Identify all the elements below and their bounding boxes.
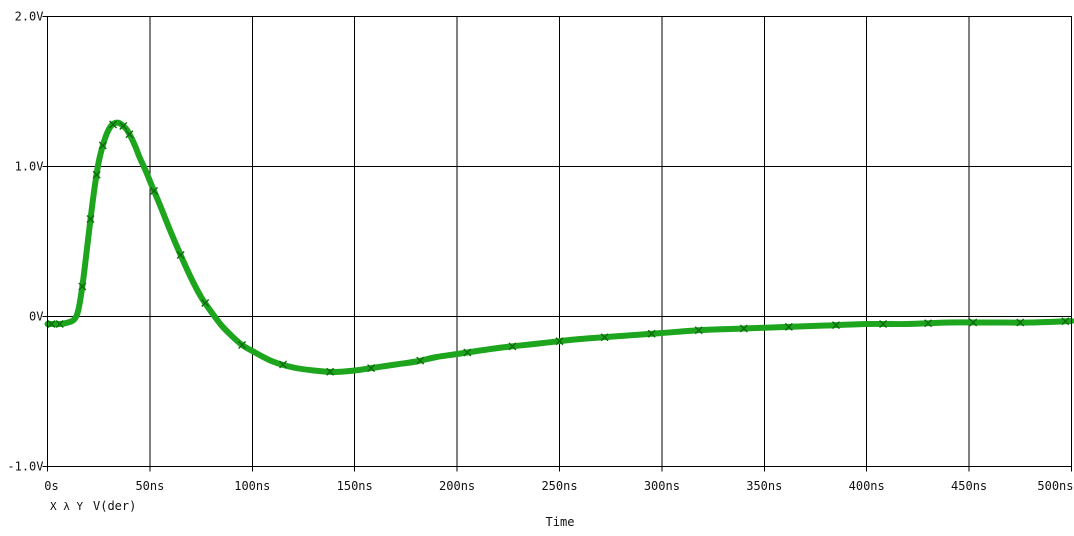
marker-stroke-b	[92, 170, 101, 179]
series-layer	[44, 119, 1074, 376]
series-marker-18	[508, 342, 517, 351]
legend[interactable]: X λ Y V(der)	[50, 499, 136, 513]
marker-stroke-b	[739, 324, 748, 333]
series-marker-9	[150, 186, 158, 195]
x-tick-label-7: 350ns	[746, 479, 782, 493]
series-marker-22	[694, 326, 703, 335]
x-tick-label-1: 50ns	[135, 479, 164, 493]
series-marker-26	[879, 320, 888, 328]
marker-stroke-b	[647, 329, 656, 338]
grid	[47, 16, 1072, 467]
series-marker-13	[279, 360, 288, 369]
marker-stroke-b	[1061, 317, 1070, 326]
series-marker-29	[1016, 318, 1025, 327]
series-marker-11	[201, 299, 210, 307]
series-marker-1	[55, 320, 64, 328]
series-marker-6	[109, 120, 118, 129]
marker-stroke-b	[119, 122, 128, 130]
series-marker-30	[1061, 317, 1070, 326]
x-axis-ticks: 0s 50ns 100ns 150ns 200ns 250ns 300ns 350ns 400n…	[44, 466, 1074, 493]
marker-stroke-b	[416, 356, 425, 365]
marker-stroke-b	[125, 130, 134, 139]
marker-stroke-b	[784, 322, 793, 331]
x-tick-label-6: 300ns	[644, 479, 680, 493]
y-axis-ticks: -1.0V 0V 1.0V 2.0V	[7, 10, 48, 474]
marker-stroke-b	[326, 367, 335, 376]
series-marker-23	[739, 324, 748, 333]
series-marker-5	[98, 141, 107, 150]
series-marker-7	[119, 122, 128, 130]
marker-stroke-b	[831, 321, 840, 330]
series-marker-21	[647, 329, 656, 338]
marker-stroke-b	[238, 341, 247, 349]
marker-stroke-b	[367, 364, 376, 373]
marker-stroke-b	[555, 337, 564, 346]
marker-stroke-b	[78, 282, 87, 291]
x-tick-label-3: 150ns	[337, 479, 373, 493]
series-marker-12	[238, 341, 247, 349]
marker-stroke-b	[879, 320, 888, 328]
series-marker-3	[86, 215, 95, 223]
series-marker-16	[416, 356, 425, 365]
marker-stroke-b	[508, 342, 517, 351]
y-tick-label-1: 0V	[29, 310, 43, 324]
series-marker-25	[831, 321, 840, 330]
series-marker-20	[600, 333, 609, 342]
series-marker-15	[367, 364, 376, 373]
marker-stroke-b	[694, 326, 703, 335]
marker-stroke-b	[86, 215, 95, 223]
series-marker-19	[555, 337, 564, 346]
series-marker-27	[924, 319, 933, 328]
marker-stroke-b	[98, 141, 107, 150]
series-marker-14	[326, 367, 335, 376]
marker-stroke-b	[109, 120, 118, 129]
marker-stroke-b	[150, 186, 158, 195]
legend-marker: X λ Y	[50, 500, 83, 513]
x-tick-label-4: 200ns	[439, 479, 475, 493]
series-line-0	[44, 119, 1074, 375]
series-marker-0	[47, 320, 56, 328]
series-marker-28	[969, 318, 978, 327]
x-tick-label-9: 450ns	[951, 479, 987, 493]
series-marker-4	[92, 170, 101, 179]
marker-stroke-b	[924, 319, 933, 328]
y-tick-label-2: 1.0V	[15, 160, 44, 174]
x-tick-label-10: 500ns	[1037, 479, 1073, 493]
marker-stroke-b	[463, 348, 472, 357]
marker-stroke-b	[55, 320, 64, 328]
y-tick-label-0: -1.0V	[7, 460, 43, 474]
series-marker-17	[463, 348, 472, 357]
marker-stroke-b	[201, 299, 210, 307]
series-marker-10	[176, 251, 185, 259]
marker-stroke-b	[1016, 318, 1025, 327]
x-tick-label-5: 250ns	[541, 479, 577, 493]
x-tick-label-0: 0s	[44, 479, 58, 493]
marker-stroke-b	[969, 318, 978, 327]
series-marker-8	[125, 130, 134, 139]
series-marker-2	[78, 282, 87, 291]
marker-stroke-b	[600, 333, 609, 342]
y-tick-label-3: 2.0V	[15, 10, 44, 24]
marker-stroke-b	[279, 360, 288, 369]
x-tick-label-8: 400ns	[849, 479, 885, 493]
x-tick-label-2: 100ns	[234, 479, 270, 493]
x-axis-label: Time	[546, 515, 575, 529]
legend-label: V(der)	[93, 499, 136, 513]
series-marker-24	[784, 322, 793, 331]
marker-stroke-b	[176, 251, 185, 259]
marker-stroke-b	[47, 320, 56, 328]
